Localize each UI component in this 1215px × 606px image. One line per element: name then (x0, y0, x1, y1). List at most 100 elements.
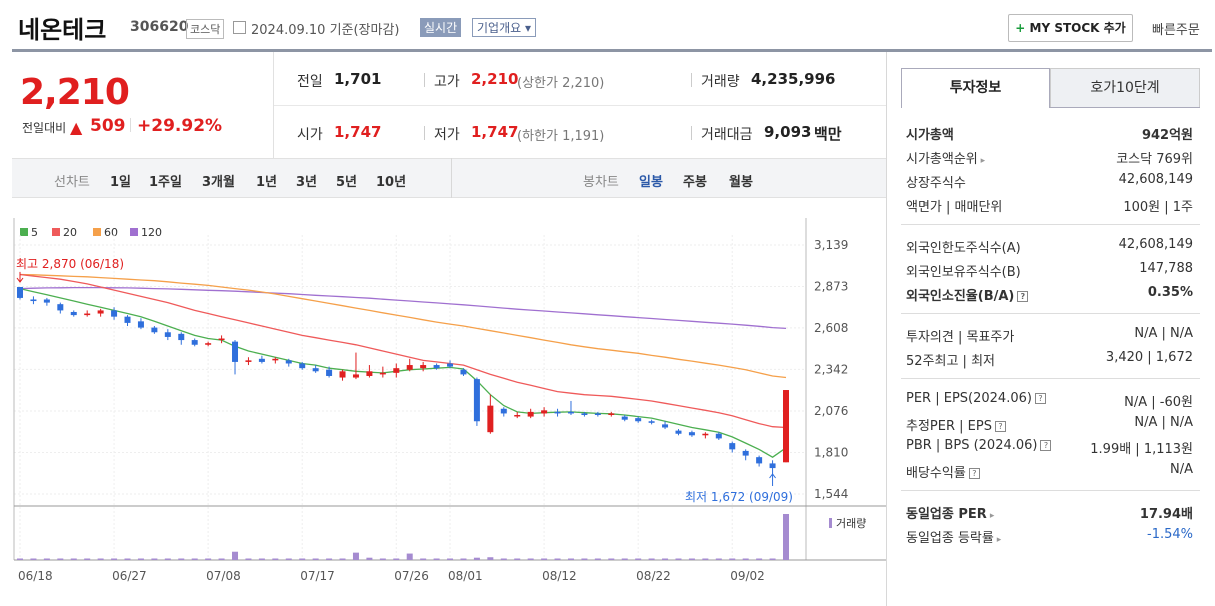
volume-bar (769, 558, 776, 560)
ma20-line (19, 273, 787, 429)
divider (424, 126, 425, 140)
period-bar (12, 158, 886, 198)
change-label: 전일대비 (22, 121, 67, 135)
candle-monthly[interactable]: 월봉 (729, 175, 753, 190)
volume-bar (527, 558, 534, 560)
market-cap-rank-label[interactable]: 시가총액순위 ▸ (906, 148, 985, 167)
ma120-line (19, 286, 787, 330)
help-icon[interactable]: ? (1034, 393, 1046, 404)
volume-bar (124, 558, 131, 560)
market-cap-value: 942억원 (1141, 128, 1193, 143)
x-tick-label: 09/02 (730, 569, 765, 583)
candle-body (245, 360, 252, 362)
par-value-label-text: 액면가 | 매매단위 (906, 200, 1003, 215)
legend-label: 120 (141, 226, 162, 239)
divider (451, 158, 452, 198)
open-label: 시가 (297, 127, 323, 143)
industry-change-label[interactable]: 동일업종 등락률 ▸ (906, 527, 1001, 546)
pbr-bps-value: 1.99배 | 1,113원 (1090, 442, 1193, 457)
help-icon[interactable]: ? (994, 421, 1006, 432)
period-1d[interactable]: 1일 (110, 175, 132, 190)
divider (901, 313, 1200, 314)
candle-body (70, 311, 77, 316)
industry-per-label[interactable]: 동일업종 PER ▸ (906, 503, 994, 522)
x-tick-label: 06/27 (112, 569, 147, 583)
candle-body (406, 365, 413, 370)
period-3y[interactable]: 3년 (296, 175, 318, 190)
market-badge: 코스닥 (186, 19, 225, 39)
y-tick-label: 1,544 (814, 487, 848, 501)
period-5y[interactable]: 5년 (336, 175, 358, 190)
volume-bar (366, 557, 373, 560)
volume-bar (635, 558, 642, 560)
open-value: 1,747 (334, 123, 382, 141)
par-value-value: 100원 | 1주 (1123, 200, 1193, 215)
volume-bar (43, 558, 50, 560)
candle-body (366, 371, 373, 376)
opinion-target-value: N/A | N/A (1134, 326, 1193, 341)
listed-shares-label-text: 상장주식수 (906, 176, 966, 191)
realtime-button[interactable]: 실시간 (420, 18, 462, 37)
candle-body (541, 410, 548, 414)
candle-body (769, 463, 776, 469)
volume-bar (97, 558, 104, 560)
candle-body (299, 363, 306, 369)
est-per-eps-label-text: 추정PER | EPS (906, 419, 992, 434)
candle-body (567, 411, 574, 414)
candle-body (258, 358, 265, 362)
high-label: 고가 (434, 74, 460, 90)
volume-bar (688, 558, 695, 560)
period-1y[interactable]: 1년 (256, 175, 278, 190)
volume-bar (581, 558, 588, 560)
candle-body (43, 299, 50, 303)
candle-body (191, 340, 198, 345)
x-tick-label: 08/01 (448, 569, 483, 583)
volume-bar (339, 558, 346, 560)
add-mystock-button[interactable]: + MY STOCK 추가 (1008, 14, 1133, 42)
candle-body (662, 424, 669, 428)
volume-bar (554, 558, 561, 560)
candle-body (339, 371, 346, 378)
quick-order-link[interactable]: 빠른주문 (1152, 23, 1200, 38)
candle-body (393, 368, 400, 373)
candle-body (352, 374, 359, 378)
period-10y[interactable]: 10년 (376, 175, 407, 190)
high-annotation: 최고 2,870 (06/18) (16, 257, 124, 271)
industry-change-value: -1.54% (1147, 527, 1193, 542)
period-1w[interactable]: 1주일 (149, 175, 182, 190)
volume-bar (662, 558, 669, 560)
candle-body (500, 408, 507, 414)
help-icon[interactable]: ? (968, 468, 980, 479)
high-value: 2,210 (471, 70, 519, 88)
candle-weekly[interactable]: 주봉 (683, 175, 707, 190)
candle-body (635, 418, 642, 422)
volume-bar (406, 553, 413, 560)
stock-name: 네온테크 (18, 16, 107, 44)
industry-per-label-text: 동일업종 PER (906, 507, 987, 522)
candle-daily[interactable]: 일봉 (639, 175, 663, 190)
dividend-yield-label: 배당수익률? (906, 462, 980, 481)
volume-legend-swatch (829, 518, 832, 528)
x-tick-label: 06/18 (18, 569, 53, 583)
add-mystock-label: MY STOCK 추가 (1029, 21, 1126, 35)
volume-bar (500, 558, 507, 560)
help-icon[interactable]: ? (1040, 440, 1052, 451)
help-icon[interactable]: ? (1017, 291, 1029, 302)
week52-high-low-value: 3,420 | 1,672 (1105, 350, 1193, 365)
chevron-right-icon: ▸ (993, 535, 1002, 545)
candle-body (232, 341, 239, 362)
volume-bar (541, 558, 548, 560)
plus-icon: + (1015, 21, 1026, 35)
divider (130, 118, 131, 132)
company-info-dropdown[interactable]: 기업개요 ▾ (472, 18, 536, 37)
par-value-label: 액면가 | 매매단위 (906, 196, 1002, 215)
period-3m[interactable]: 3개월 (202, 175, 235, 190)
tab-investment-info[interactable]: 투자정보 (901, 68, 1050, 108)
per-eps-label: PER | EPS(2024.06)? (906, 391, 1046, 406)
volume-bar (783, 514, 789, 560)
volume-bar (205, 558, 212, 560)
tab-order-book[interactable]: 호가10단계 (1050, 68, 1200, 108)
quote-date: 2024.09.10 기준(장마감) (251, 23, 400, 38)
volume-bar (137, 558, 144, 560)
candle-body (30, 299, 37, 302)
